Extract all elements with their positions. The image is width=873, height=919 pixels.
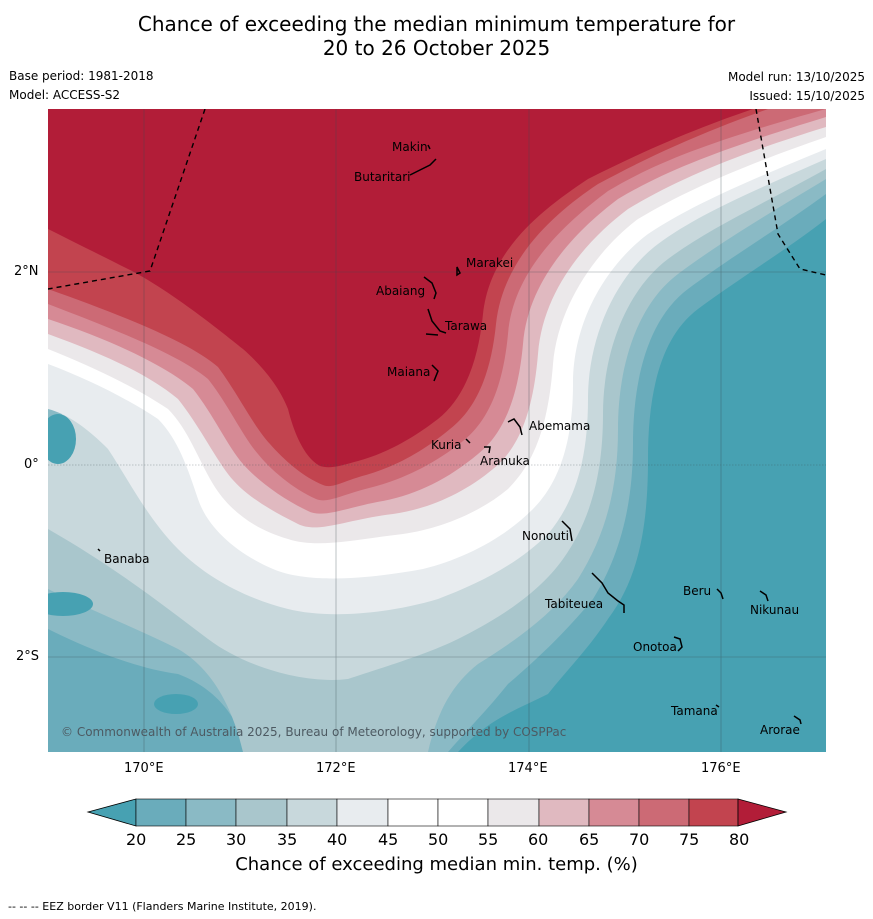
colorbar-arrow-below (86, 798, 137, 827)
island-shape-beru (716, 588, 724, 600)
island-shapes (97, 144, 802, 725)
colorbar-tick-75: 75 (679, 830, 700, 849)
colorbar-tick-35: 35 (277, 830, 298, 849)
title-line-2: 20 to 26 October 2025 (322, 36, 551, 60)
cool-spot-southwest (154, 694, 198, 714)
colorbar-segment-65-70 (588, 798, 640, 827)
island-shape-marakei (456, 266, 461, 277)
colorbar-tick-80: 80 (729, 830, 750, 849)
island-label-aranuka: Aranuka (480, 454, 530, 468)
eez-borders (48, 109, 826, 290)
island-shape-tabiteuea (591, 572, 625, 613)
copyright-text: © Commonwealth of Australia 2025, Bureau… (61, 725, 566, 739)
cool-spot-far-west (48, 592, 93, 616)
colorbar-segment-55-60 (487, 798, 540, 827)
lon-tick-170: 170°E (124, 761, 164, 776)
colorbar-tick-20: 20 (126, 830, 147, 849)
island-shape-nikunau (759, 590, 769, 602)
island-shape-abaiang (423, 276, 437, 300)
colorbar-tick-25: 25 (176, 830, 197, 849)
colorbar-tick-70: 70 (629, 830, 650, 849)
issued-text: Issued: 15/10/2025 (749, 89, 865, 103)
colorbar-label: Chance of exceeding median min. temp. (%… (235, 854, 638, 875)
lat-tick-0: 0° (24, 457, 39, 472)
island-label-kuria: Kuria (431, 438, 462, 452)
island-label-abemama: Abemama (529, 419, 590, 433)
eez-border-east (755, 109, 826, 276)
lat-tick-2s: 2°S (16, 649, 40, 664)
island-shape-kuria (465, 438, 471, 444)
island-shape-tarawa (427, 308, 447, 334)
lon-tick-174: 174°E (508, 761, 548, 776)
island-label-nonouti: Nonouti (522, 529, 569, 543)
colorbar-tick-65: 65 (579, 830, 600, 849)
colorbar-segment-60-65 (538, 798, 590, 827)
island-shape-aranuka (484, 446, 491, 454)
island-shape-makin (427, 144, 431, 150)
band-above-80 (48, 109, 753, 468)
island-label-tamana: Tamana (670, 704, 718, 718)
lat-tick-2n: 2°N (14, 264, 39, 279)
island-shape-arorae (793, 715, 802, 725)
island-label-tarawa: Tarawa (444, 319, 487, 333)
island-label-arorae: Arorae (760, 723, 800, 737)
island-label-banaba: Banaba (104, 552, 150, 566)
eez-border-west (48, 109, 206, 290)
island-shape-onotoa (673, 636, 683, 652)
model-run-text: Model run: 13/10/2025 (727, 70, 865, 84)
colorbar-segment-70-75 (638, 798, 690, 827)
colorbar-segment-20-25 (135, 798, 187, 827)
island-shape-tamana (715, 704, 720, 708)
island-shape-tarawa-south (425, 333, 439, 336)
colorbar-segment-45-50 (387, 798, 439, 827)
colorbar-tick-55: 55 (478, 830, 499, 849)
colorbar-segment-50-55 (437, 798, 489, 827)
island-label-onotoa: Onotoa (633, 640, 677, 654)
colorbar (86, 798, 788, 827)
lon-tick-176: 176°E (701, 761, 741, 776)
colorbar-arrow-above (737, 798, 788, 827)
island-label-butaritari: Butaritari (354, 170, 411, 184)
gridlines (48, 109, 826, 752)
base-period-text: Base period: 1981-2018 (9, 69, 154, 83)
island-label-nikunau: Nikunau (750, 603, 799, 617)
island-label-marakei: Marakei (466, 256, 513, 270)
island-shape-banaba (97, 548, 101, 552)
colorbar-tick-50: 50 (428, 830, 449, 849)
island-label-beru: Beru (683, 584, 711, 598)
colorbar-segment-30-35 (235, 798, 288, 827)
model-text: Model: ACCESS-S2 (9, 88, 121, 102)
map-panel: Makin Butaritari Marakei Abaiang Tarawa … (48, 109, 826, 752)
map-title: Chance of exceeding the median minimum t… (0, 12, 873, 60)
island-label-tabiteuea: Tabiteuea (544, 597, 603, 611)
island-label-maiana: Maiana (387, 365, 430, 379)
island-shape-butaritari (409, 158, 437, 176)
eez-footnote: -- -- -- EEZ border V11 (Flanders Marine… (8, 900, 317, 913)
colorbar-tick-40: 40 (327, 830, 348, 849)
island-shape-maiana (431, 364, 439, 382)
colorbar-segment-35-40 (286, 798, 338, 827)
island-shape-abemama (507, 418, 523, 436)
map-svg: Makin Butaritari Marakei Abaiang Tarawa … (48, 109, 826, 752)
colorbar-segment-40-45 (336, 798, 389, 827)
colorbar-segment-75-80 (688, 798, 739, 827)
cool-spot-west (48, 414, 76, 464)
colorbar-tick-45: 45 (378, 830, 399, 849)
title-line-1: Chance of exceeding the median minimum t… (137, 12, 736, 36)
colorbar-segment-25-30 (185, 798, 237, 827)
island-label-makin: Makin (392, 140, 428, 154)
island-shape-nonouti (561, 520, 573, 542)
colorbar-tick-60: 60 (528, 830, 549, 849)
island-label-abaiang: Abaiang (376, 284, 425, 298)
colorbar-tick-30: 30 (226, 830, 247, 849)
lon-tick-172: 172°E (316, 761, 356, 776)
